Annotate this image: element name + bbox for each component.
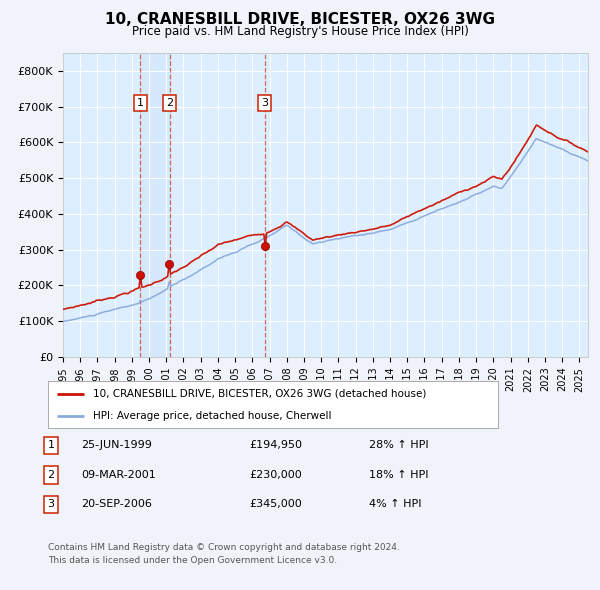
Text: 10, CRANESBILL DRIVE, BICESTER, OX26 3WG: 10, CRANESBILL DRIVE, BICESTER, OX26 3WG: [105, 12, 495, 27]
Text: £194,950: £194,950: [249, 441, 302, 450]
Text: 10, CRANESBILL DRIVE, BICESTER, OX26 3WG (detached house): 10, CRANESBILL DRIVE, BICESTER, OX26 3WG…: [93, 389, 427, 399]
Text: 2: 2: [47, 470, 55, 480]
Text: 09-MAR-2001: 09-MAR-2001: [81, 470, 156, 480]
Text: 2: 2: [166, 99, 173, 108]
Text: 3: 3: [47, 500, 55, 509]
Point: [164, 260, 174, 269]
Text: Contains HM Land Registry data © Crown copyright and database right 2024.: Contains HM Land Registry data © Crown c…: [48, 543, 400, 552]
Text: 4% ↑ HPI: 4% ↑ HPI: [369, 500, 421, 509]
Text: HPI: Average price, detached house, Cherwell: HPI: Average price, detached house, Cher…: [93, 411, 331, 421]
Text: £230,000: £230,000: [249, 470, 302, 480]
Bar: [140, 53, 170, 357]
Text: £345,000: £345,000: [249, 500, 302, 509]
Text: 28% ↑ HPI: 28% ↑ HPI: [369, 441, 428, 450]
Text: 18% ↑ HPI: 18% ↑ HPI: [369, 470, 428, 480]
Text: 3: 3: [261, 99, 268, 108]
Text: 25-JUN-1999: 25-JUN-1999: [81, 441, 152, 450]
Point: [136, 270, 145, 280]
Text: 20-SEP-2006: 20-SEP-2006: [81, 500, 152, 509]
Point: [260, 241, 270, 250]
Text: This data is licensed under the Open Government Licence v3.0.: This data is licensed under the Open Gov…: [48, 556, 337, 565]
Text: Price paid vs. HM Land Registry's House Price Index (HPI): Price paid vs. HM Land Registry's House …: [131, 25, 469, 38]
Text: 1: 1: [47, 441, 55, 450]
Text: 1: 1: [137, 99, 144, 108]
